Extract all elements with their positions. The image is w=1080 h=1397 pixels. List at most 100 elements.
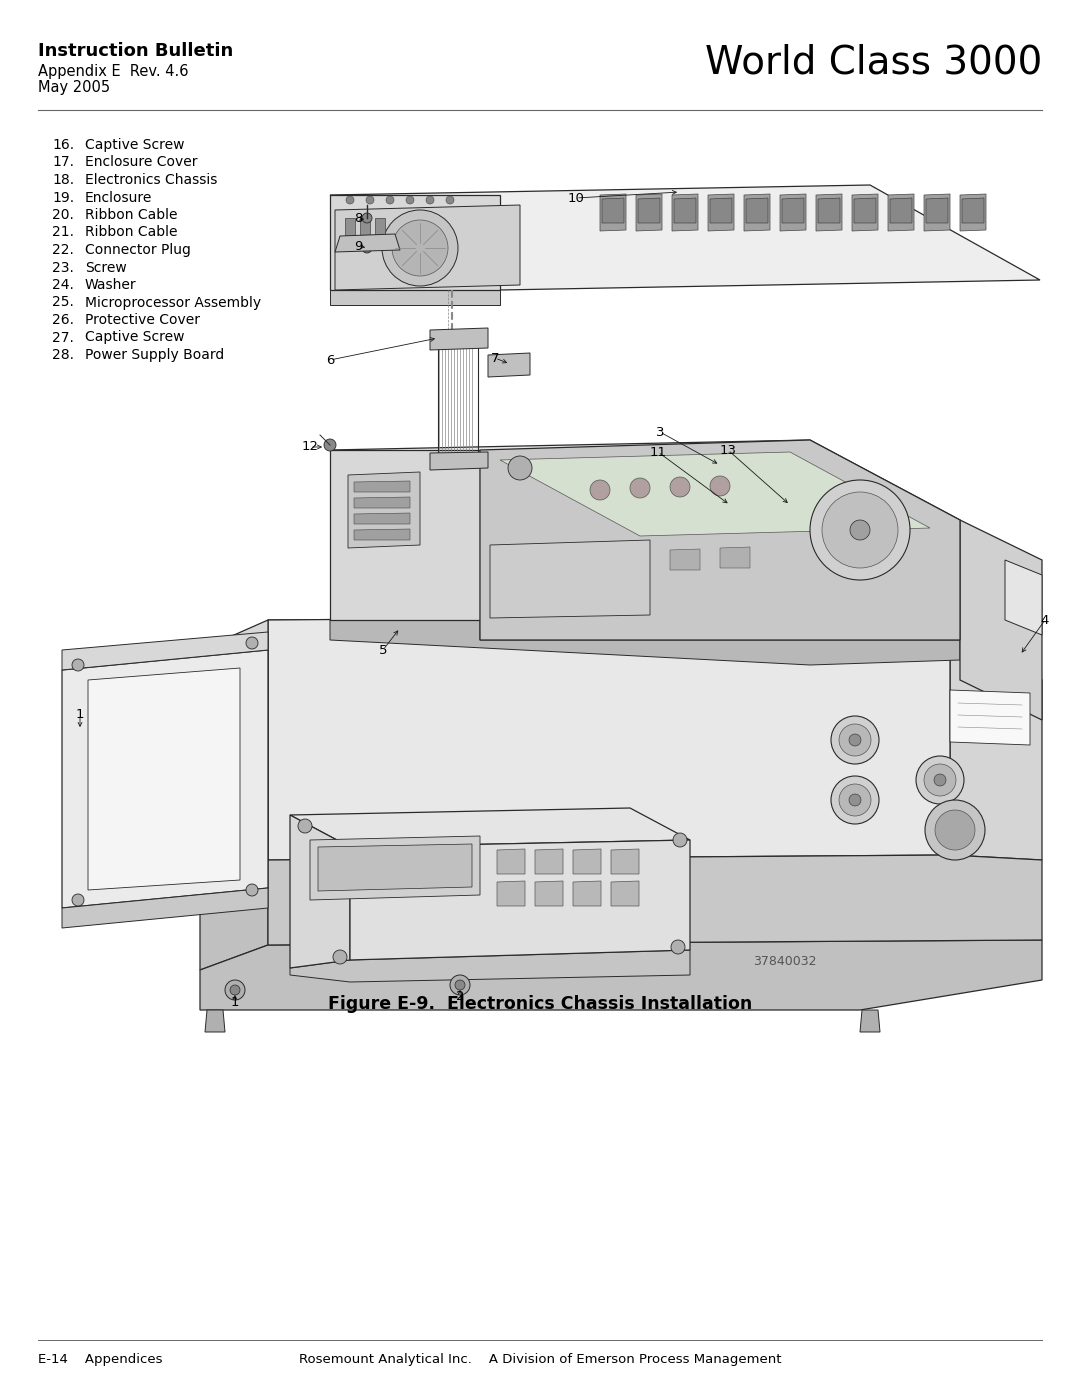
Polygon shape xyxy=(330,440,960,529)
Text: Power Supply Board: Power Supply Board xyxy=(85,348,225,362)
Text: Appendix E  Rev. 4.6: Appendix E Rev. 4.6 xyxy=(38,64,189,80)
Text: 24.: 24. xyxy=(52,278,73,292)
Circle shape xyxy=(362,243,372,253)
Polygon shape xyxy=(62,888,268,928)
Circle shape xyxy=(673,833,687,847)
Polygon shape xyxy=(335,235,400,251)
Circle shape xyxy=(831,775,879,824)
Text: 17.: 17. xyxy=(52,155,75,169)
Circle shape xyxy=(298,819,312,833)
Text: 13: 13 xyxy=(719,443,737,457)
Text: 22.: 22. xyxy=(52,243,73,257)
Circle shape xyxy=(590,481,610,500)
Polygon shape xyxy=(746,198,768,224)
Text: 6: 6 xyxy=(326,353,334,366)
Polygon shape xyxy=(354,481,410,492)
Polygon shape xyxy=(205,1010,225,1032)
Text: 11: 11 xyxy=(649,446,666,458)
Polygon shape xyxy=(926,198,948,224)
Circle shape xyxy=(670,476,690,497)
Polygon shape xyxy=(345,218,355,249)
Text: Captive Screw: Captive Screw xyxy=(85,331,185,345)
Polygon shape xyxy=(497,882,525,907)
Polygon shape xyxy=(330,620,960,665)
Polygon shape xyxy=(950,690,1030,745)
Text: Connector Plug: Connector Plug xyxy=(85,243,191,257)
Polygon shape xyxy=(854,198,876,224)
Circle shape xyxy=(455,981,465,990)
Polygon shape xyxy=(602,198,624,224)
Polygon shape xyxy=(672,194,698,231)
Polygon shape xyxy=(710,198,732,224)
Circle shape xyxy=(366,196,374,204)
Polygon shape xyxy=(310,835,480,900)
Polygon shape xyxy=(860,1010,880,1032)
Polygon shape xyxy=(330,291,500,305)
Text: May 2005: May 2005 xyxy=(38,80,110,95)
Polygon shape xyxy=(500,453,930,536)
Circle shape xyxy=(446,196,454,204)
Circle shape xyxy=(333,950,347,964)
Text: Screw: Screw xyxy=(85,260,126,274)
Polygon shape xyxy=(291,814,350,968)
Circle shape xyxy=(362,212,372,224)
Text: 7: 7 xyxy=(490,352,499,365)
Circle shape xyxy=(72,659,84,671)
Polygon shape xyxy=(744,194,770,231)
Polygon shape xyxy=(638,198,660,224)
Text: 5: 5 xyxy=(379,644,388,657)
Circle shape xyxy=(630,478,650,497)
Polygon shape xyxy=(62,650,268,908)
Circle shape xyxy=(324,439,336,451)
Circle shape xyxy=(924,800,985,861)
Polygon shape xyxy=(497,849,525,875)
Polygon shape xyxy=(611,849,639,875)
Polygon shape xyxy=(330,184,1040,291)
Text: 19.: 19. xyxy=(52,190,75,204)
Circle shape xyxy=(822,492,897,569)
Circle shape xyxy=(450,975,470,995)
Polygon shape xyxy=(924,194,950,231)
Polygon shape xyxy=(600,194,626,231)
Text: Ribbon Cable: Ribbon Cable xyxy=(85,208,177,222)
Polygon shape xyxy=(573,849,600,875)
Polygon shape xyxy=(354,513,410,524)
Circle shape xyxy=(924,764,956,796)
Text: 37840032: 37840032 xyxy=(753,956,816,968)
Text: 12: 12 xyxy=(301,440,319,454)
Text: 8: 8 xyxy=(354,211,362,225)
Text: 25.: 25. xyxy=(52,296,73,310)
Text: Rosemount Analytical Inc.    A Division of Emerson Process Management: Rosemount Analytical Inc. A Division of … xyxy=(299,1354,781,1366)
Text: Protective Cover: Protective Cover xyxy=(85,313,200,327)
Text: 21.: 21. xyxy=(52,225,75,239)
Circle shape xyxy=(392,219,448,277)
Polygon shape xyxy=(62,631,268,671)
Polygon shape xyxy=(950,615,1042,861)
Text: 27.: 27. xyxy=(52,331,73,345)
Circle shape xyxy=(246,637,258,650)
Text: World Class 3000: World Class 3000 xyxy=(704,43,1042,81)
Circle shape xyxy=(710,476,730,496)
Text: 1: 1 xyxy=(231,996,240,1009)
Polygon shape xyxy=(890,198,912,224)
Text: Washer: Washer xyxy=(85,278,137,292)
Polygon shape xyxy=(674,198,696,224)
Text: 16.: 16. xyxy=(52,138,75,152)
Circle shape xyxy=(916,756,964,805)
Polygon shape xyxy=(348,472,420,548)
Circle shape xyxy=(426,196,434,204)
Polygon shape xyxy=(488,353,530,377)
Circle shape xyxy=(831,717,879,764)
Text: Ribbon Cable: Ribbon Cable xyxy=(85,225,177,239)
Circle shape xyxy=(230,985,240,995)
Text: 26.: 26. xyxy=(52,313,75,327)
Text: Instruction Bulletin: Instruction Bulletin xyxy=(38,42,233,60)
Polygon shape xyxy=(636,194,662,231)
Text: Enclosure Cover: Enclosure Cover xyxy=(85,155,198,169)
Circle shape xyxy=(839,784,870,816)
Text: 23.: 23. xyxy=(52,260,73,274)
Polygon shape xyxy=(360,218,370,249)
Polygon shape xyxy=(318,844,472,891)
Polygon shape xyxy=(375,218,384,249)
Circle shape xyxy=(406,196,414,204)
